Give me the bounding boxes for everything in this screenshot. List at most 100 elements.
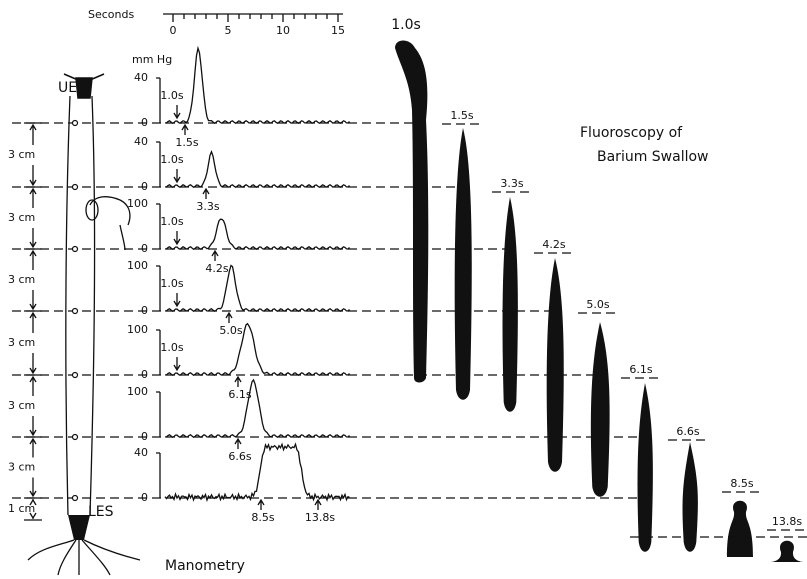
y-zero: 0 [141,116,148,129]
fluoro-time: 8.5s [730,477,753,490]
sensor [71,119,79,127]
y-zero: 0 [141,430,148,443]
dist-arrow [29,311,37,375]
y-top: 100 [127,197,148,210]
arrow [234,375,242,387]
pressure-trace [164,442,350,503]
barium-bolus [637,383,653,552]
sensor [71,371,79,379]
barium-bolus [502,197,518,412]
fluoro-title: Barium Swallow [597,149,709,165]
dist-arrow [29,498,37,520]
y-top: 40 [134,446,148,459]
time-tick-label: 5 [225,24,232,37]
fluoro-time: 4.2s [542,238,565,251]
arrow [234,437,242,449]
y-zero: 0 [141,491,148,504]
y-top: 100 [127,385,148,398]
arrow [211,249,219,261]
time-tick-label: 15 [331,24,345,37]
distance: 3 cm [8,273,35,286]
distance: 3 cm [8,399,35,412]
esophagus [65,95,96,516]
y-top: 40 [134,135,148,148]
dist-arrow [29,437,37,498]
fluoro-time: 13.8s [772,515,802,528]
arrow [173,169,181,184]
time-mark: 1.5s [175,136,198,149]
fluoro-time: 1.0s [391,17,421,33]
distance: 1 cm [8,502,35,515]
arrow [181,123,189,135]
onset-label: 1.0s [160,215,183,228]
y-zero: 0 [141,368,148,381]
fluoro-time: 1.5s [450,109,473,122]
time-mark: 13.8s [305,511,335,524]
barium-bolus [770,540,804,562]
onset-label: 1.0s [160,277,183,290]
pressure-trace [164,218,350,250]
barium-bolus [590,322,610,497]
arrow [225,311,233,323]
y-axis [156,141,161,187]
pressure-trace [164,378,350,438]
y-axis [156,391,161,437]
y-axis [156,329,161,375]
dist-arrow [29,187,37,249]
barium-bolus [454,128,472,400]
time-tick-label: 0 [170,24,177,37]
pressure-trace [164,322,350,376]
onset-label: 1.0s [160,89,183,102]
barium-bolus [682,442,698,552]
barium-bolus [727,500,753,557]
arrow [257,498,265,510]
time-mark: 6.1s [228,388,251,401]
onset-label: 1.0s [160,341,183,354]
time-mark: 5.0s [219,324,242,337]
time-mark: 3.3s [196,200,219,213]
fluoro-time: 6.1s [629,363,652,376]
arrow [173,293,181,308]
fluoro-time: 6.6s [676,425,699,438]
time-mark: 4.2s [205,262,228,275]
pressure-trace [164,150,350,188]
time-label: Seconds [88,8,134,21]
y-axis [156,265,161,311]
dist-arrow [29,375,37,437]
les [68,515,90,540]
les-label: LES [88,504,114,520]
manometry-label: Manometry [165,558,245,574]
stomach [27,539,141,576]
arrow [173,231,181,246]
sensor [71,433,79,441]
dist-arrow [29,249,37,311]
arrow [173,357,181,372]
ues [63,73,105,99]
arrow [173,105,181,120]
arrow [314,498,322,510]
time-mark: 6.6s [228,450,251,463]
y-top: 100 [127,323,148,336]
y-zero: 0 [141,242,148,255]
y-top: 40 [134,71,148,84]
distance: 3 cm [8,148,35,161]
y-axis [156,452,161,498]
sensor [71,183,79,191]
time-tick-label: 10 [276,24,290,37]
fluoro-time: 3.3s [500,177,523,190]
fluoro-time: 5.0s [586,298,609,311]
sensor [71,245,79,253]
distance: 3 cm [8,461,35,474]
y-axis [156,77,161,123]
dist-arrow [29,123,37,187]
barium-bolus [546,258,564,472]
barium-bolus [395,40,429,383]
pressure-trace [164,264,350,312]
pressure-unit: mm Hg [132,53,172,66]
sensor [71,307,79,315]
time-mark: 8.5s [251,511,274,524]
arrow [202,187,210,199]
pressure-trace [164,45,350,124]
y-zero: 0 [141,180,148,193]
